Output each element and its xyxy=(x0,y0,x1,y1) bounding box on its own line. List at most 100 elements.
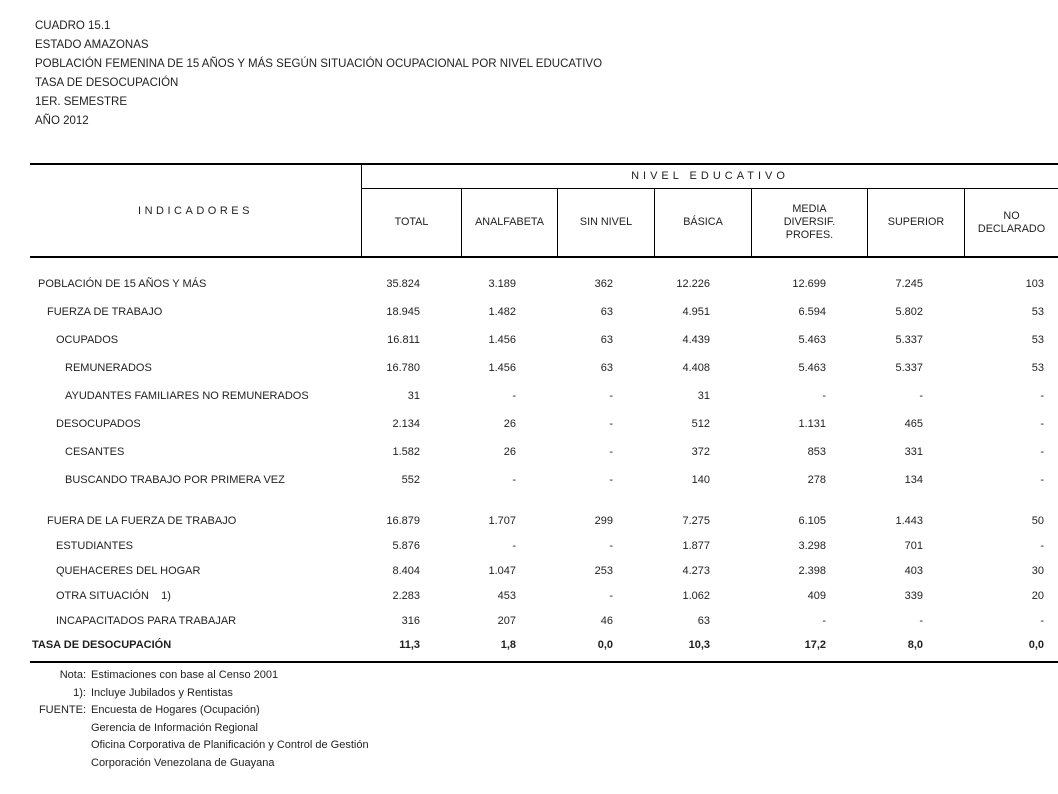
value-cell: 331 xyxy=(904,446,923,458)
section-gap xyxy=(30,494,1058,508)
row-label: QUEHACERES DEL HOGAR xyxy=(56,564,201,577)
year-label: AÑO 2012 xyxy=(35,115,89,127)
value-cell: 10,3 xyxy=(688,639,710,651)
value-cell: 278 xyxy=(807,474,826,486)
value-cell: 1.707 xyxy=(488,514,516,527)
value-cell: 6.105 xyxy=(798,514,826,527)
table-row: POBLACIÓN DE 15 AÑOS Y MÁS 35.824 3.189 362… xyxy=(30,270,1058,298)
column-header-analfabeta: ANALFABETA xyxy=(462,189,558,256)
note-text: Estimaciones con base al Censo 2001 xyxy=(91,669,279,681)
note-label xyxy=(30,737,91,755)
note-row: Oficina Corporativa de Planificación y C… xyxy=(30,737,369,755)
value-cell: 4.439 xyxy=(682,334,710,346)
column-header-media: MEDIA DIVERSIF. PROFES. xyxy=(752,189,868,256)
note-row: Gerencia de Información Regional xyxy=(30,720,369,738)
row-label: BUSCANDO TRABAJO POR PRIMERA VEZ xyxy=(65,474,285,486)
value-cell: 1,8 xyxy=(500,639,516,651)
note-row: FUENTE: Encuesta de Hogares (Ocupación) xyxy=(30,702,369,720)
value-cell: 7.245 xyxy=(895,278,923,290)
nivel-educativo-group: NIVEL EDUCATIVO TOTAL ANALFABETA SIN NIVEL… xyxy=(362,165,1058,256)
note-label xyxy=(30,720,91,738)
value-cell: 316 xyxy=(401,614,420,627)
value-cell: 31 xyxy=(407,390,420,402)
note-row: Nota: Estimaciones con base al Censo 2001 xyxy=(30,667,369,685)
note-label: FUENTE: xyxy=(38,704,86,716)
value-cell: 453 xyxy=(497,589,516,602)
value-cell: 16.811 xyxy=(387,334,420,346)
value-cell: 7.275 xyxy=(682,514,710,527)
statistics-table: INDICADORES NIVEL EDUCATIVO TOTAL ANALFAB… xyxy=(30,163,1058,663)
note-label: 1): xyxy=(73,686,86,699)
value-cell: - xyxy=(609,589,613,602)
value-cell: 701 xyxy=(904,539,923,552)
table-row: OCUPADOS 16.811 1.456 63 4.439 5.463 5.337 53 xyxy=(30,326,1058,354)
value-cell: 63 xyxy=(600,334,613,346)
row-label: TASA DE DESOCUPACIÓN xyxy=(32,639,172,651)
value-cell: - xyxy=(1040,474,1044,486)
column-header-row: TOTAL ANALFABETA SIN NIVEL BÁSICA MEDIA DIVE… xyxy=(362,189,1058,256)
value-cell: 3.189 xyxy=(488,278,516,290)
value-cell: - xyxy=(1040,446,1044,458)
value-cell: 1.582 xyxy=(392,446,420,458)
table-row: TASA DE DESOCUPACIÓN 11,3 1,8 0,0 10,3 17,2 8,… xyxy=(30,633,1058,657)
value-cell: 53 xyxy=(1031,362,1044,374)
table-title: POBLACIÓN FEMENINA DE 15 AÑOS Y MÁS SEGÚ… xyxy=(35,58,603,70)
value-cell: - xyxy=(512,474,516,486)
value-cell: 50 xyxy=(1031,514,1044,527)
indicators-column-header: INDICADORES xyxy=(30,165,362,256)
value-cell: 0,0 xyxy=(1028,639,1044,651)
value-cell: 512 xyxy=(691,418,710,430)
value-cell: 299 xyxy=(594,514,613,527)
value-cell: - xyxy=(822,390,826,402)
semester-label: 1ER. SEMESTRE xyxy=(35,96,128,108)
value-cell: 31 xyxy=(697,390,710,402)
value-cell: 18.945 xyxy=(386,306,420,318)
table-row: FUERA DE LA FUERZA DE TRABAJO 16.879 1.707… xyxy=(30,508,1058,533)
value-cell: 2.283 xyxy=(392,589,420,602)
footer-notes: Nota: Estimaciones con base al Censo 2001… xyxy=(30,667,369,772)
value-cell: 4.408 xyxy=(682,362,710,374)
value-cell: 1.062 xyxy=(682,589,710,602)
value-cell: 1.456 xyxy=(488,334,516,346)
value-cell: 63 xyxy=(600,306,613,318)
value-cell: 35.824 xyxy=(386,278,420,290)
value-cell: - xyxy=(822,614,826,627)
value-cell: 1.443 xyxy=(895,514,923,527)
table-row: INCAPACITADOS PARA TRABAJAR 316 207 46 63 - - - xyxy=(30,608,1058,633)
value-cell: 552 xyxy=(401,474,420,486)
value-cell: 465 xyxy=(904,418,923,430)
value-cell: 3.298 xyxy=(798,539,826,552)
table-row: DESOCUPADOS 2.134 26 - 512 1.131 465 - xyxy=(30,410,1058,438)
row-label: FUERZA DE TRABAJO xyxy=(47,306,163,318)
value-cell: 53 xyxy=(1031,334,1044,346)
note-text: Corporación Venezolana de Guayana xyxy=(91,756,275,769)
column-header-total: TOTAL xyxy=(362,189,462,256)
row-label: CESANTES xyxy=(65,446,125,458)
estado-name: ESTADO AMAZONAS xyxy=(35,39,149,51)
value-cell: 11,3 xyxy=(399,639,420,651)
table-row: QUEHACERES DEL HOGAR 8.404 1.047 253 4.273 2.… xyxy=(30,558,1058,583)
value-cell: 103 xyxy=(1025,278,1044,290)
value-cell: 46 xyxy=(600,614,613,627)
value-cell: 5.463 xyxy=(798,334,826,346)
value-cell: 17,2 xyxy=(804,639,826,651)
value-cell: 207 xyxy=(497,614,516,627)
note-text: Incluye Jubilados y Rentistas xyxy=(91,686,233,699)
note-text: Gerencia de Información Regional xyxy=(91,721,258,734)
value-cell: 339 xyxy=(904,589,923,602)
value-cell: 53 xyxy=(1031,306,1044,318)
value-cell: 5.337 xyxy=(895,362,923,374)
value-cell: 1.047 xyxy=(488,564,516,577)
note-row: 1): Incluye Jubilados y Rentistas xyxy=(30,685,369,703)
value-cell: 409 xyxy=(807,589,826,602)
table-row: AYUDANTES FAMILIARES NO REMUNERADOS 31 - - 3… xyxy=(30,382,1058,410)
value-cell: 5.802 xyxy=(895,306,923,318)
value-cell: 372 xyxy=(691,446,710,458)
table-subtitle: TASA DE DESOCUPACIÓN xyxy=(35,77,179,89)
column-header-no: NO DECLARADO xyxy=(977,209,1046,235)
note-row: Corporación Venezolana de Guayana xyxy=(30,755,369,773)
value-cell: 63 xyxy=(697,614,710,627)
value-cell: - xyxy=(609,446,613,458)
value-cell: 4.273 xyxy=(682,564,710,577)
